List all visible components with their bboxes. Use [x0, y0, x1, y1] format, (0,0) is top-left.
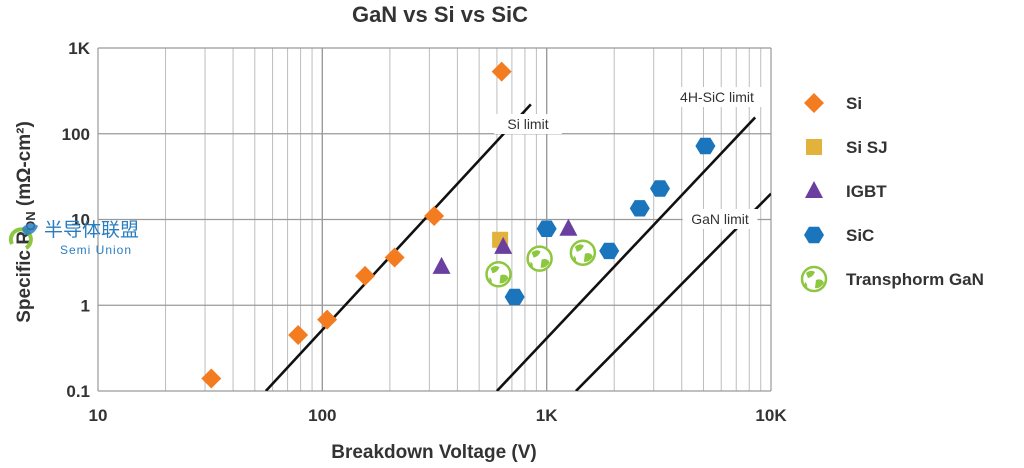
- data-point-hexagon: [649, 180, 670, 197]
- hexagon-shape: [695, 137, 716, 155]
- y-tick-label: 100: [62, 125, 90, 144]
- data-point-hexagon: [695, 137, 716, 155]
- globe-outline: [485, 260, 512, 288]
- limit-label-background: [682, 209, 758, 229]
- legend-marker-square: [806, 139, 822, 155]
- diamond-shape: [384, 247, 405, 268]
- hexagon-shape: [649, 180, 670, 197]
- diamond-shape: [288, 324, 309, 345]
- limit-labels: Si limit 4H-SiC limit GaN limit: [494, 87, 766, 229]
- watermark-text-cn: 半导体联盟: [44, 219, 139, 241]
- globe-continent: [490, 265, 500, 274]
- x-tick-label: 10: [89, 406, 108, 425]
- data-point-triangle: [432, 256, 451, 274]
- watermark-text-en: Semi Union: [60, 243, 132, 257]
- hexagon-shape: [629, 200, 650, 217]
- globe-continent: [806, 270, 815, 278]
- data-point-hexagon: [599, 242, 620, 260]
- legend-label: SiC: [846, 226, 874, 245]
- triangle-shape: [494, 236, 513, 254]
- limit-label: 4H-SiC limit: [680, 89, 754, 105]
- diamond-shape: [491, 61, 512, 82]
- data-point-diamond: [491, 61, 512, 82]
- globe-continent: [583, 253, 593, 262]
- watermark-logo: 半导体联盟 Semi Union: [8, 219, 139, 257]
- data-point-hexagon: [536, 220, 557, 237]
- watermark-icon: [8, 223, 38, 250]
- diamond-shape: [201, 368, 222, 389]
- hexagon-shape: [599, 242, 620, 260]
- data-point-globe: [485, 260, 512, 288]
- hexagon-shape: [504, 288, 525, 306]
- globe-continent: [804, 282, 808, 288]
- data-point-hexagon: [504, 288, 525, 306]
- globe-continent: [531, 250, 541, 258]
- data-points: [201, 61, 716, 389]
- y-tick-label: 1: [81, 296, 90, 315]
- legend-label: Si: [846, 94, 862, 113]
- diamond-shape: [804, 93, 824, 113]
- y-axis-title-main: Specific R: [14, 231, 35, 323]
- data-point-globe: [526, 245, 553, 272]
- limit-label: GaN limit: [691, 211, 749, 227]
- limit-lines: [264, 103, 771, 391]
- legend-label: IGBT: [846, 182, 887, 201]
- data-point-diamond: [355, 265, 376, 286]
- globe-outline: [526, 245, 553, 272]
- x-axis-title: Breakdown Voltage (V): [331, 442, 537, 463]
- data-point-diamond: [384, 247, 405, 268]
- x-tick-label: 1K: [536, 406, 558, 425]
- logo-leaf: [22, 223, 38, 236]
- legend-label: Transphorm GaN: [846, 270, 984, 289]
- globe-outline: [569, 239, 597, 266]
- limit-label: Si limit: [507, 116, 548, 132]
- globe-continent: [530, 261, 533, 268]
- limit-line: [495, 116, 757, 391]
- y-tick-label: 0.1: [66, 382, 90, 401]
- globe-continent: [815, 279, 824, 289]
- limit-line: [264, 103, 532, 391]
- data-point-diamond: [201, 368, 222, 389]
- y-tick-label: 10: [71, 211, 90, 230]
- y-tick-label: 1K: [68, 39, 90, 58]
- globe-continent: [540, 259, 550, 268]
- data-point-hexagon: [629, 200, 650, 217]
- globe-continent: [573, 255, 577, 262]
- triangle-shape: [559, 218, 578, 236]
- legend-label: Si SJ: [846, 138, 888, 157]
- globe-outline: [800, 265, 828, 293]
- square-shape: [806, 139, 822, 155]
- y-axis-title-unit: (mΩ-cm²): [14, 121, 35, 211]
- triangle-shape: [432, 256, 451, 274]
- legend: Si Si SJ IGBT SiC Transphorm GaN: [800, 93, 984, 293]
- y-axis-title: Specific RON (mΩ-cm²): [14, 121, 38, 323]
- limit-label-background: [494, 114, 562, 134]
- hexagon-shape: [536, 220, 557, 237]
- data-point-diamond: [424, 205, 445, 226]
- data-point-triangle: [559, 218, 578, 236]
- legend-marker-triangle: [805, 181, 823, 198]
- limit-label-background: [668, 87, 766, 107]
- x-tick-label: 10K: [755, 406, 787, 425]
- data-point-globe: [569, 239, 597, 266]
- y-axis-ticks: 0.1 1 10 100 1K: [62, 39, 91, 401]
- hexagon-shape: [804, 226, 824, 244]
- x-axis-ticks: 10 100 1K 10K: [89, 406, 788, 425]
- globe-continent: [574, 244, 584, 252]
- diamond-shape: [424, 205, 445, 226]
- legend-marker-hexagon: [804, 226, 824, 244]
- x-tick-label: 100: [308, 406, 336, 425]
- chart-title: GaN vs Si vs SiC: [352, 2, 528, 27]
- data-point-diamond: [317, 309, 338, 330]
- legend-marker-globe: [800, 265, 828, 293]
- data-point-diamond: [288, 324, 309, 345]
- diamond-shape: [355, 265, 376, 286]
- triangle-shape: [805, 181, 823, 198]
- data-point-triangle: [494, 236, 513, 254]
- globe-continent: [499, 274, 509, 284]
- globe-continent: [489, 277, 492, 284]
- diamond-shape: [317, 309, 338, 330]
- legend-marker-diamond: [804, 93, 824, 113]
